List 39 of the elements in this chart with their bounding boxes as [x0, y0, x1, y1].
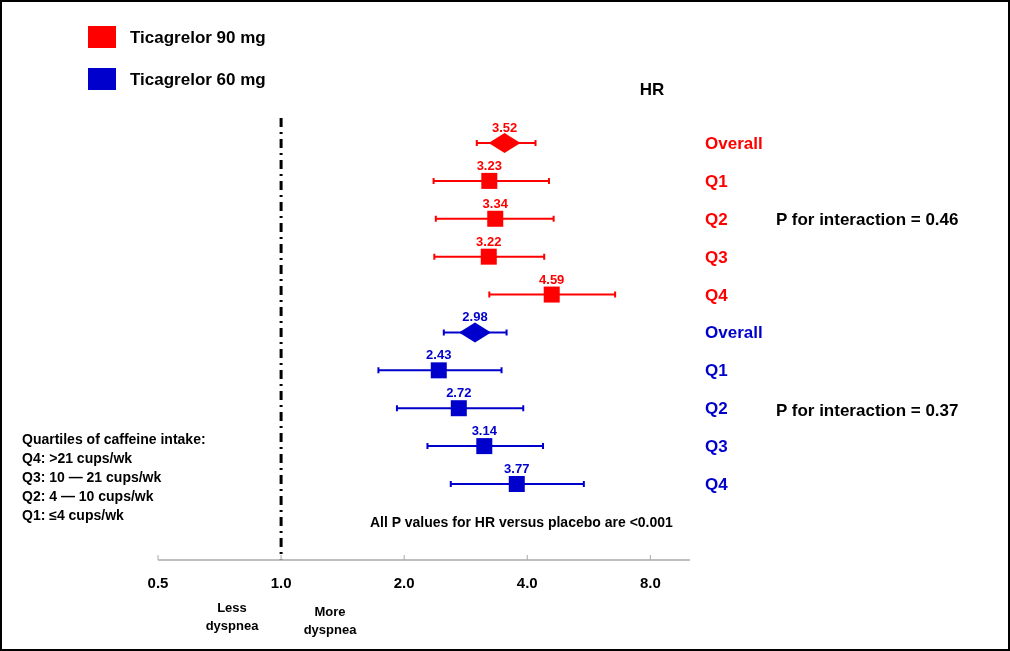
data-label: 3.14 — [471, 423, 498, 439]
text: P for interaction = 0.46 — [776, 210, 959, 229]
data-label: 2.72 — [446, 385, 472, 401]
point — [508, 476, 525, 492]
data-label: 3.77 — [504, 461, 530, 476]
y-tick-label: Overall — [705, 134, 763, 153]
y-tick-label: Q3 — [705, 437, 728, 457]
legend-label: Ticagrelor 60 mg — [130, 70, 266, 89]
annotation: Quartiles of caffeine intake: Q4: >21 cups/wk Q3: 10 — 21 cups/wk Q2: 4 — 10 cups/wk Q1: ≤4 cups/wk — [22, 431, 206, 523]
text: All P values for HR versus placebo are <0.001 — [370, 514, 674, 530]
data-label: 3.34 — [482, 195, 509, 211]
data-label: 2.98 — [462, 309, 488, 325]
text: More dyspnea — [303, 604, 358, 637]
point — [480, 248, 497, 265]
data-label: 2.43 — [426, 347, 452, 363]
y-tick-label: Q1 — [705, 361, 728, 381]
data-label: 3.52 — [491, 120, 518, 135]
text: P for interaction = 0.37 — [776, 401, 959, 420]
data-label: 3.22 — [476, 233, 502, 249]
x-tick-label: 2.0 — [393, 574, 415, 591]
x-tick-label: 0.5 — [147, 574, 169, 591]
text: Less dyspnea — [205, 600, 260, 633]
y-tick-label: Q2 — [705, 399, 728, 419]
y-tick-label: Q4 — [705, 475, 729, 494]
y-tick-label: Q3 — [705, 247, 728, 267]
point — [481, 172, 498, 189]
x-tick-label: 4.0 — [516, 574, 538, 591]
text: HR — [639, 80, 665, 99]
point — [476, 438, 493, 455]
x-tick-label: 1.0 — [270, 574, 292, 591]
y-tick-label: Overall — [705, 323, 763, 343]
data-label: 3.23 — [476, 157, 502, 173]
y-tick-label: Q2 — [705, 209, 728, 229]
x-tick-label: 8.0 — [639, 574, 661, 591]
legend-label: Ticagrelor 90 mg — [130, 28, 266, 47]
y-tick-label: Q1 — [705, 171, 728, 191]
y-tick-label: Q4 — [705, 285, 729, 305]
point — [487, 210, 504, 227]
data-label: 4.59 — [539, 271, 565, 287]
